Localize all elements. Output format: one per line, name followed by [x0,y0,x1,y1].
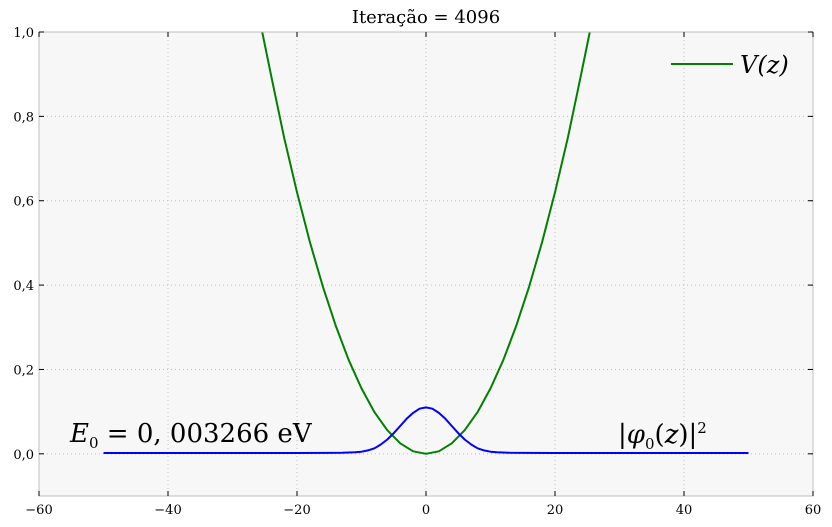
x-tick-label: 40 [676,503,693,518]
x-tick-label: 60 [805,503,822,518]
x-tick-label: 0 [422,503,430,518]
x-tick-label: −20 [283,503,310,518]
x-tick-label: −40 [154,503,181,518]
y-tick-label: 0,6 [13,195,34,210]
ticks: −60 −40 −20 0 20 40 60 0,0 0,2 0,4 0,6 0,8 1,0 [13,26,821,518]
y-tick-label: 0,4 [13,279,34,294]
y-tick-label: 0,0 [13,448,34,463]
x-tick-label: 20 [547,503,564,518]
wavefunction-annotation: |φ0(z)|2 [618,419,707,453]
x-tick-label: −60 [25,503,52,518]
series-line-potential [261,31,591,455]
series-group [103,31,749,455]
y-tick-label: 0,2 [13,363,34,378]
chart-title: Iteração = 4096 [352,7,500,28]
y-tick-label: 0,8 [13,110,34,125]
energy-annotation: E0 = 0, 003266 eV [69,419,313,452]
series-line-wavefunction [103,406,749,454]
y-tick-label: 1,0 [13,26,34,41]
legend-label-potential: V(z) [740,51,789,79]
